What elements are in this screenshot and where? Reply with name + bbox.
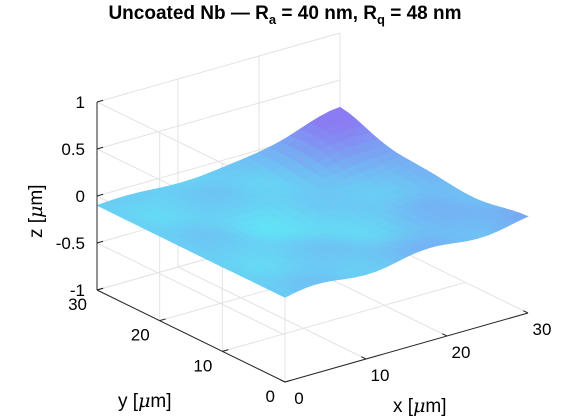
grid-line [222,281,466,352]
y-tick-label: 30 [68,295,87,314]
surface [96,106,529,298]
grid-line [96,242,286,336]
axes [96,99,529,383]
y-axis-line [96,289,286,383]
grid-line [96,79,341,150]
surface-patch [509,212,529,222]
z-tick-label: -0.5 [56,234,85,253]
z-tick-label: 0.5 [61,140,85,159]
y-axis-label: y [μm] [118,390,172,412]
x-tick [523,310,529,314]
x-tick [361,356,367,360]
y-tick [222,349,229,352]
x-axis-label: x [μm] [393,395,447,417]
z-tick [96,240,104,244]
y-tick [284,379,292,383]
x-axis-line [284,312,529,383]
x-tick-label: 0 [294,389,303,408]
z-tick [96,146,104,150]
z-tick [96,193,104,197]
z-axis-label: z [μm] [25,184,47,238]
chart-title: Uncoated Nb — Ra = 40 nm, Rq = 48 nm [108,3,462,27]
z-tick-label: 0 [76,187,85,206]
y-tick-label: 20 [131,326,150,345]
z-tick-label: 1 [76,93,85,112]
y-tick [159,318,166,322]
y-tick-label: 0 [266,387,275,406]
x-tick [280,379,286,383]
grid-line [177,266,367,360]
grid-line [96,32,341,103]
x-tick-label: 20 [452,343,471,362]
z-tick [96,99,104,103]
x-tick-label: 30 [533,320,552,339]
z-tick-label: -1 [70,281,85,300]
z-tick [96,287,104,291]
y-tick-label: 10 [193,356,212,375]
x-tick-label: 10 [371,366,390,385]
x-tick [442,333,448,337]
